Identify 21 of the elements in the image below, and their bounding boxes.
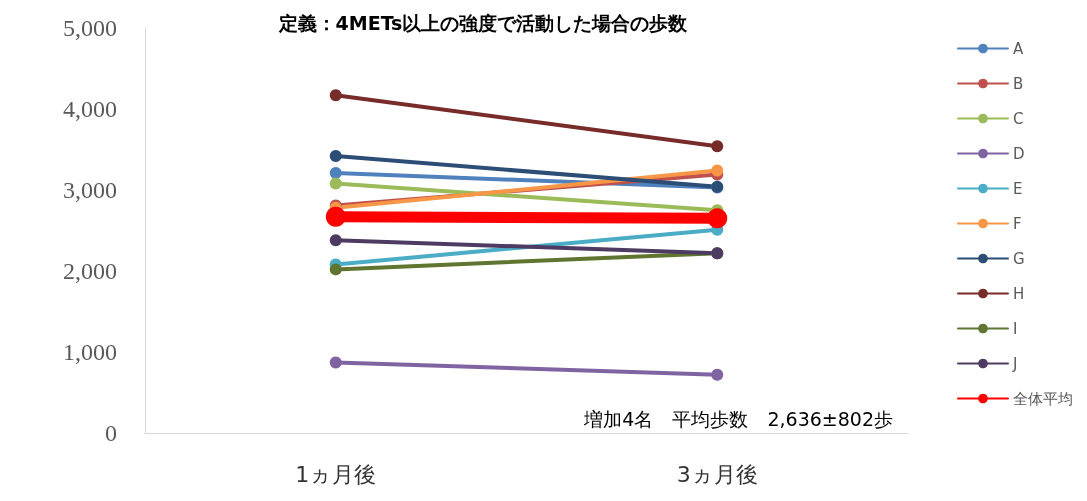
legend-label: H [1013,284,1025,303]
chart-title: 定義：4METs以上の強度で活動した場合の歩数 [277,11,689,34]
legend-label: J [1012,354,1018,373]
legend-label: E [1013,179,1023,198]
annotation: 増加4名 平均歩数 2,636±802歩 [583,407,894,430]
legend-label: F [1013,214,1022,233]
legend-label: D [1013,144,1025,163]
y-tick-label: 2,000 [63,258,117,284]
y-tick-label: 3,000 [63,177,117,203]
y-tick-label: 0 [105,420,117,446]
y-tick-label: 1,000 [63,339,117,365]
y-tick-label: 5,000 [63,15,117,41]
legend-label: A [1013,39,1024,58]
x-tick-label: 1ヵ月後 [295,461,377,487]
y-tick-label: 4,000 [63,96,117,122]
legend-label: B [1013,74,1024,93]
legend-label: C [1013,109,1024,128]
x-tick-label: 3ヵ月後 [676,461,758,487]
legend-label: 全体平均 [1013,389,1073,408]
legend-label: I [1013,319,1018,338]
legend-label: G [1013,249,1025,268]
